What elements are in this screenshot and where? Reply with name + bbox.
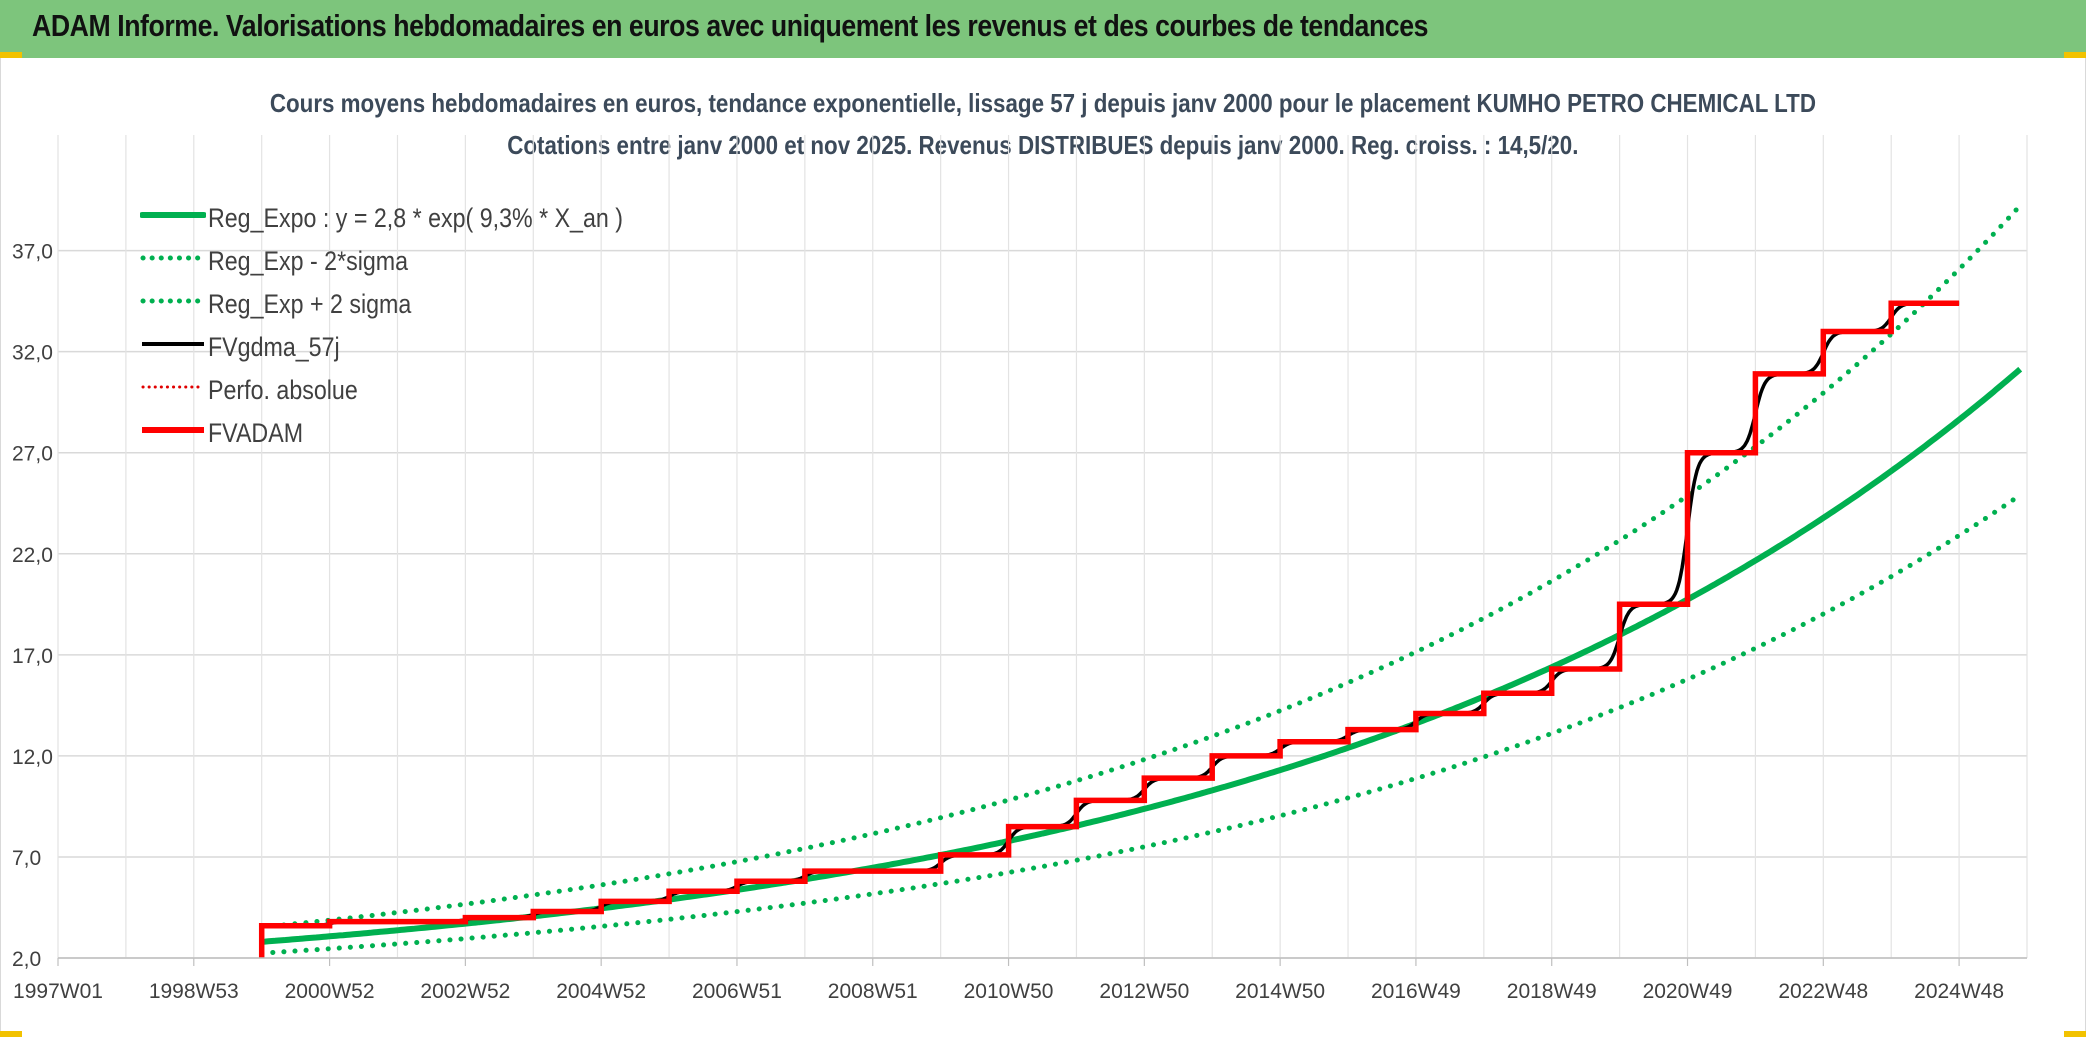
legend-label-reg-exp-plus: Reg_Exp + 2 sigma [208, 289, 412, 319]
reg-exp-plus-2sigma-line [259, 203, 2023, 930]
legend-label-reg-expo: Reg_Expo : y = 2,8 * exp( 9,3% * X_an ) [208, 203, 623, 233]
chart-title-line1: Cours moyens hebdomadaires en euros, ten… [269, 88, 1817, 118]
legend-label-reg-exp-minus: Reg_Exp - 2*sigma [208, 246, 409, 276]
fvgdma-57j-line [261, 301, 1960, 928]
x-tick-label: 2008W51 [828, 980, 918, 1003]
bottom-corner-left [0, 1031, 22, 1037]
legend-swatch-fvadam [142, 427, 204, 433]
y-tick-label: 32,0 [12, 342, 53, 365]
y-tick-label: 27,0 [12, 443, 53, 466]
legend-swatch-perfo [141, 385, 206, 389]
x-tick-label: 1998W53 [149, 980, 239, 1003]
x-tick-label: 2012W50 [1099, 980, 1189, 1003]
y-tick-label: 37,0 [12, 241, 53, 264]
x-tick-label: 2020W49 [1643, 980, 1733, 1003]
x-tick-label: 2010W50 [964, 980, 1054, 1003]
chart-title-line2: Cotations entre janv 2000 et nov 2025. R… [507, 130, 1579, 160]
legend-label-perfo: Perfo. absolue [208, 375, 358, 405]
reg-exp-minus-2sigma-line [259, 492, 2023, 956]
legend-swatch-reg-expo [140, 212, 206, 218]
header-corner-right [2064, 52, 2086, 58]
axis-layer: 2,0 7,0 12,0 17,0 22,0 27,0 32,0 37,0 1997W01 199… [12, 241, 2027, 1003]
y-tick-label: 12,0 [12, 746, 53, 769]
x-tick-label: 2018W49 [1507, 980, 1597, 1003]
x-tick-label: 2016W49 [1371, 980, 1461, 1003]
series-layer [258, 203, 2023, 958]
y-tick-label: 2,0 [12, 948, 41, 971]
bottom-rule [0, 1031, 2086, 1037]
legend-swatch-reg-exp-minus [140, 255, 206, 261]
x-tick-label: 2024W48 [1914, 980, 2004, 1003]
x-tick-label: 2006W51 [692, 980, 782, 1003]
bottom-corner-right [2064, 1031, 2086, 1037]
legend-label-fvgdma: FVgdma_57j [208, 332, 340, 362]
legend-swatch-reg-exp-plus [140, 298, 206, 304]
fvadam-step-line [258, 300, 1960, 958]
y-tick-label: 17,0 [12, 645, 53, 668]
x-tick-label: 2000W52 [285, 980, 375, 1003]
x-tick-label: 2002W52 [420, 980, 510, 1003]
y-tick-label: 7,0 [12, 847, 41, 870]
report-title: ADAM Informe. Valorisations hebdomadaire… [32, 8, 1428, 43]
x-tick-label: 2022W48 [1778, 980, 1868, 1003]
y-tick-label: 22,0 [12, 544, 53, 567]
legend-label-fvadam: FVADAM [208, 418, 304, 448]
header-corner-left [0, 52, 22, 58]
x-tick-label: 1997W01 [13, 980, 103, 1003]
x-tick-label: 2004W52 [556, 980, 646, 1003]
x-tick-label: 2014W50 [1235, 980, 1325, 1003]
legend-swatch-fvgdma [142, 342, 204, 346]
report-header: ADAM Informe. Valorisations hebdomadaire… [0, 0, 2086, 58]
